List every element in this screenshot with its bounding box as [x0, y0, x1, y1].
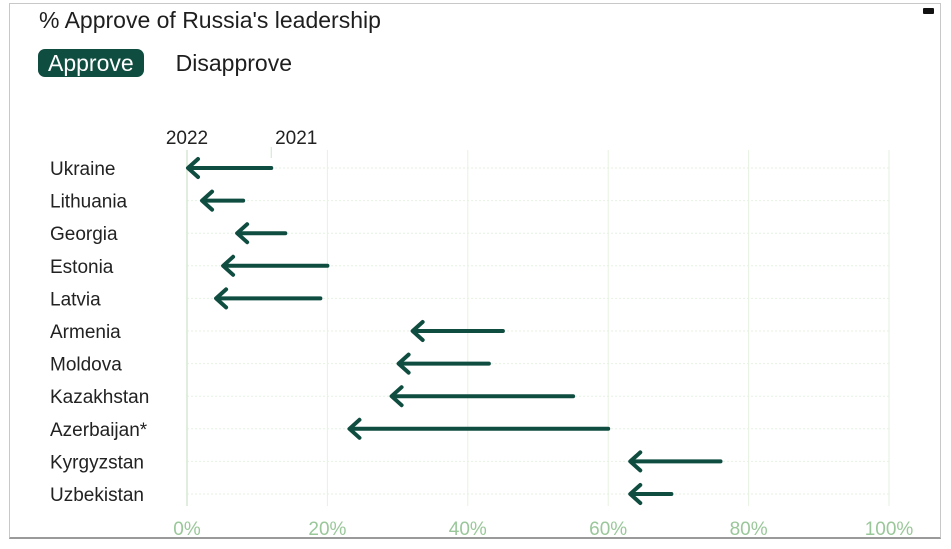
year-2021-label: 2021: [275, 128, 317, 149]
arrow-head: [214, 287, 229, 310]
category-label: Lithuania: [50, 192, 128, 213]
category-label: Georgia: [50, 224, 118, 245]
x-tick-label: 60%: [589, 519, 627, 540]
arrow-head: [628, 450, 643, 473]
x-tick-label: 0%: [173, 519, 201, 540]
arrow-head: [389, 385, 404, 408]
category-label: Kyrgyzstan: [50, 452, 144, 473]
category-label: Moldova: [50, 355, 122, 376]
chart-frame: [9, 3, 941, 539]
x-tick-label: 100%: [865, 519, 914, 540]
x-tick-label: 20%: [308, 519, 346, 540]
year-2022-label: 2022: [166, 128, 208, 149]
arrow-head: [410, 320, 425, 342]
category-label: Ukraine: [50, 159, 115, 180]
arrow-head: [186, 157, 200, 179]
arrow-head: [200, 189, 215, 212]
arrow-head: [235, 222, 250, 245]
category-label: Azerbaijan*: [50, 420, 148, 441]
category-label: Kazakhstan: [50, 387, 149, 408]
category-label: Armenia: [50, 322, 121, 343]
disapprove-toggle-button[interactable]: Disapprove: [166, 49, 302, 77]
corner-badge-icon: [923, 8, 934, 14]
arrow-head: [396, 352, 411, 375]
approve-disapprove-toggle: Approve Disapprove: [38, 49, 302, 77]
x-tick-label: 80%: [730, 519, 768, 540]
arrow-head: [628, 483, 643, 505]
arrow-head: [347, 417, 362, 440]
approve-toggle-button[interactable]: Approve: [38, 49, 144, 77]
x-tick-label: 40%: [449, 519, 487, 540]
category-label: Uzbekistan: [50, 485, 144, 506]
category-label: Latvia: [50, 289, 101, 310]
chart-title: % Approve of Russia's leadership: [39, 7, 381, 33]
arrow-head: [221, 254, 236, 277]
category-label: Estonia: [50, 257, 114, 278]
